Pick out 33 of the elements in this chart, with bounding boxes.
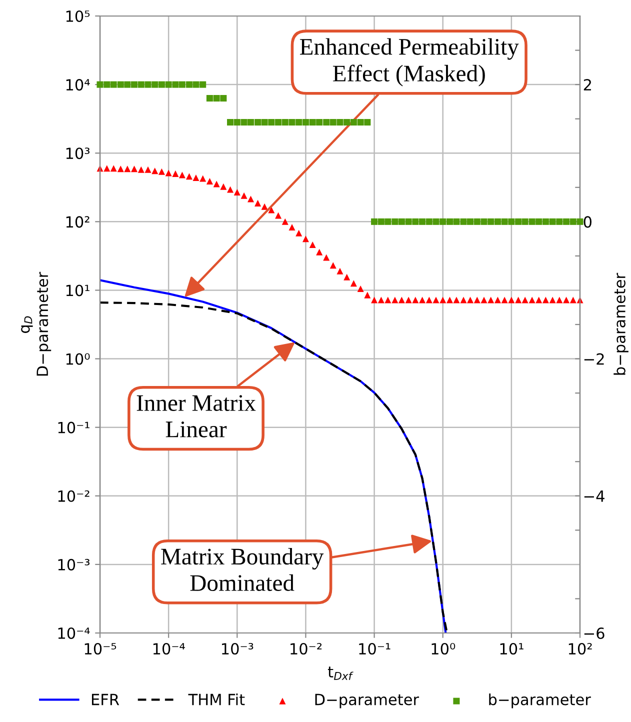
x-axis-title: t$_{Dxf}$ bbox=[328, 666, 354, 680]
x-tick-label: 10⁰ bbox=[432, 642, 456, 655]
y2-tick-label: −4 bbox=[584, 490, 604, 502]
legend-label: THM Fit bbox=[188, 693, 245, 706]
y-axis-title: q$_{D}$ D−parameter bbox=[21, 272, 52, 376]
y2-axis-title: b−parameter bbox=[614, 272, 628, 375]
annotation: Matrix Boundary Dominated bbox=[161, 548, 324, 592]
y-tick-label: 10⁴ bbox=[66, 79, 90, 91]
x-tick-label: 10¹ bbox=[500, 642, 524, 655]
annotation: Enhanced Permeability Effect (Masked) bbox=[300, 38, 519, 86]
y2-tick-label: −2 bbox=[584, 353, 604, 365]
legend-label: EFR bbox=[92, 694, 120, 706]
y-tick-label: 10⁵ bbox=[66, 10, 90, 22]
y2-tick-label: −6 bbox=[584, 627, 604, 640]
y2-tick-label: 2 bbox=[584, 79, 591, 90]
x-tick-label: 10⁻² bbox=[290, 642, 322, 655]
y-tick-label: 10⁻¹ bbox=[58, 422, 90, 434]
y-tick-label: 10⁻² bbox=[58, 490, 90, 502]
y-tick-label: 10³ bbox=[66, 148, 90, 160]
x-tick-label: 10⁻¹ bbox=[359, 642, 390, 655]
x-tick-label: 10⁻⁴ bbox=[153, 642, 185, 655]
y-tick-label: 10¹ bbox=[66, 284, 90, 296]
x-tick-label: 10² bbox=[568, 642, 592, 655]
legend-label: D−parameter bbox=[315, 694, 420, 708]
y-tick-label: 10² bbox=[66, 216, 90, 228]
y-tick-label: 10⁰ bbox=[66, 353, 90, 365]
annotation: Inner Matrix Linear bbox=[136, 395, 256, 438]
y2-tick-label: 0 bbox=[584, 216, 592, 228]
y-tick-label: 10⁻³ bbox=[58, 558, 90, 570]
y-tick-label: 10⁻⁴ bbox=[58, 627, 90, 640]
legend-label: b−parameter bbox=[489, 693, 591, 708]
x-tick-label: 10⁻³ bbox=[222, 642, 254, 655]
x-tick-label: 10⁻⁵ bbox=[84, 642, 116, 655]
